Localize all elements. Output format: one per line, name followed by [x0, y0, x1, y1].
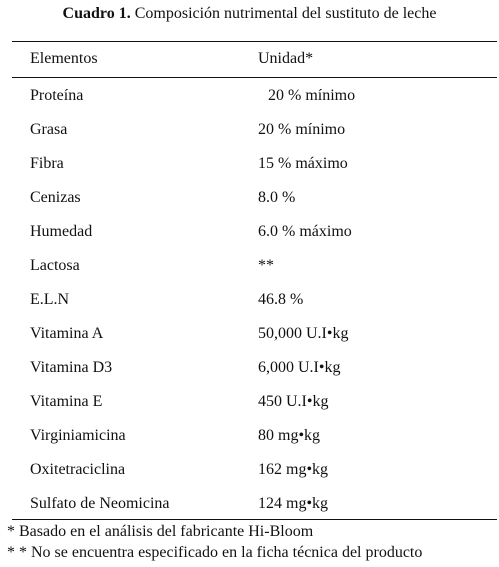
row-unit: 20 % mínimo: [268, 87, 356, 104]
footnote-1: * Basado en el análisis del fabricante H…: [7, 523, 314, 540]
row-element: Lactosa: [30, 257, 80, 274]
row-unit: 6.0 % máximo: [258, 223, 352, 240]
row-element: Cenizas: [30, 189, 81, 206]
row-unit: 124 mg•kg: [258, 495, 329, 512]
row-unit: 15 % máximo: [258, 155, 348, 172]
table-row: Virginiamicina 80 mg•kg: [0, 424, 499, 448]
row-element: Vitamina A: [30, 325, 104, 342]
row-unit: 20 % mínimo: [258, 121, 346, 138]
row-element: E.L.N: [30, 291, 70, 308]
header-unidad: Unidad*: [258, 50, 314, 67]
row-unit: 162 mg•kg: [258, 461, 329, 478]
header-elementos: Elementos: [30, 50, 98, 67]
table-row: Lactosa **: [0, 254, 499, 278]
table-row: Cenizas 8.0 %: [0, 186, 499, 210]
table-row: Proteína 20 % mínimo: [0, 84, 499, 108]
table-caption: Cuadro 1. Composición nutrimental del su…: [0, 4, 499, 24]
row-element: Sulfato de Neomicina: [30, 495, 170, 512]
row-element: Fibra: [30, 155, 64, 172]
table-row: Vitamina E 450 U.I•kg: [0, 390, 499, 414]
row-element: Virginiamicina: [30, 427, 126, 444]
row-element: Proteína: [30, 87, 84, 104]
table-row: E.L.N 46.8 %: [0, 288, 499, 312]
row-element: Humedad: [30, 223, 93, 240]
bottom-rule: [12, 519, 497, 520]
row-unit: 450 U.I•kg: [258, 393, 329, 410]
table-row: Humedad 6.0 % máximo: [0, 220, 499, 244]
row-unit: 80 mg•kg: [258, 427, 321, 444]
table-row: Vitamina A 50,000 U.I•kg: [0, 322, 499, 346]
top-rule: [12, 41, 497, 42]
row-element: Oxitetraciclina: [30, 461, 126, 478]
caption-text: Composición nutrimental del sustituto de…: [134, 5, 437, 22]
row-unit: **: [258, 257, 274, 274]
table-row: Oxitetraciclina 162 mg•kg: [0, 458, 499, 482]
table-row: Vitamina D3 6,000 U.I•kg: [0, 356, 499, 380]
row-unit: 46.8 %: [258, 291, 304, 308]
row-unit: 8.0 %: [258, 189, 296, 206]
footnote-2: * * No se encuentra especificado en la f…: [7, 544, 423, 561]
header-rule: [12, 77, 497, 78]
row-unit: 50,000 U.I•kg: [258, 325, 349, 342]
table-header-row: Elementos Unidad*: [0, 47, 499, 71]
row-element: Vitamina E: [30, 393, 103, 410]
row-unit: 6,000 U.I•kg: [258, 359, 341, 376]
row-element: Vitamina D3: [30, 359, 113, 376]
table-row: Fibra 15 % máximo: [0, 152, 499, 176]
row-element: Grasa: [30, 121, 68, 138]
caption-label: Cuadro 1.: [62, 5, 131, 22]
table-row: Sulfato de Neomicina 124 mg•kg: [0, 492, 499, 516]
table-row: Grasa 20 % mínimo: [0, 118, 499, 142]
